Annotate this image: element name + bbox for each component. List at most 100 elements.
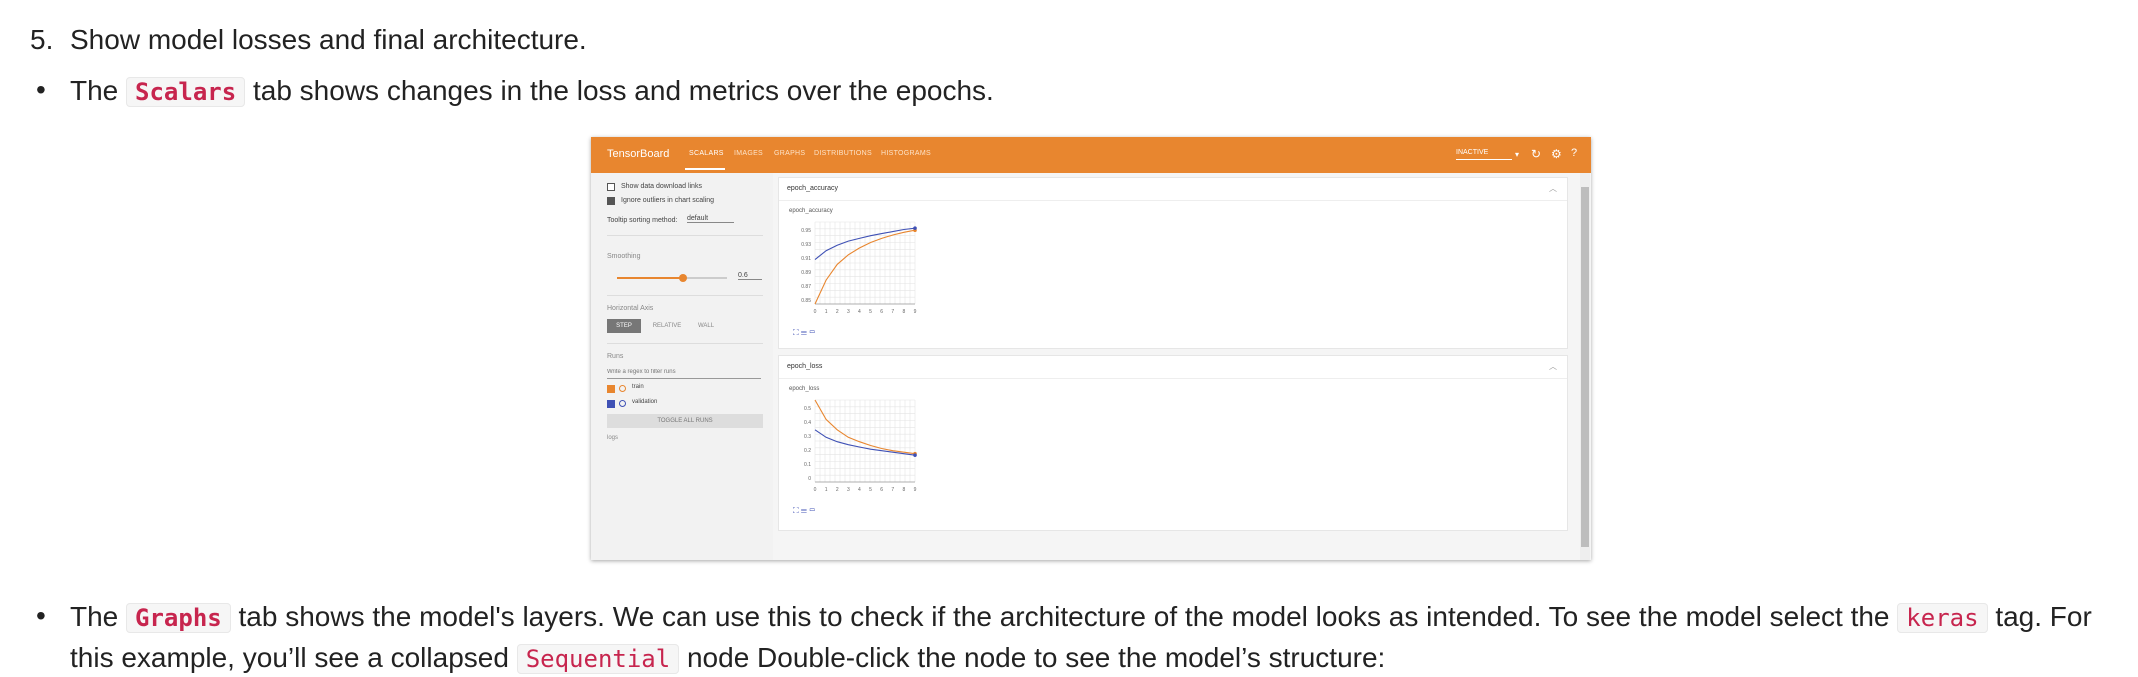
- accuracy-chart-title: epoch_accuracy: [789, 208, 833, 214]
- bullet-graphs-line2: this example, you’ll see a collapsed Seq…: [70, 640, 1385, 677]
- chart-tools-icons[interactable]: ⛶ ☰ ▭: [793, 506, 816, 515]
- axis-wall-button[interactable]: WALL: [697, 323, 715, 329]
- loss-card-title: epoch_loss: [787, 363, 823, 370]
- runs-filter-input[interactable]: [607, 366, 761, 379]
- tensorboard-main: epoch_accuracy ︿ epoch_accuracy 0.95 0.93…: [778, 173, 1576, 560]
- active-tab-indicator: [685, 168, 725, 170]
- run-validation-checkbox[interactable]: [607, 400, 615, 408]
- tab-distributions[interactable]: DISTRIBUTIONS: [814, 150, 872, 157]
- tooltip-sorting-select[interactable]: default: [687, 215, 735, 223]
- y-tick-label: 0.4: [804, 420, 811, 426]
- run-status-dropdown[interactable]: INACTIVE: [1456, 149, 1489, 156]
- accuracy-card-header[interactable]: epoch_accuracy ︿: [779, 178, 1567, 201]
- tensorboard-sidebar: Show data download links Ignore outliers…: [591, 173, 773, 560]
- x-tick-label: 0: [814, 309, 817, 315]
- run-train-checkbox[interactable]: [607, 385, 615, 393]
- x-tick-label: 8: [902, 309, 905, 315]
- y-tick-label: 0.93: [801, 242, 811, 248]
- horizontal-axis-label: Horizontal Axis: [607, 305, 654, 312]
- chart-tools-icons[interactable]: ⛶ ☰ ▭: [793, 328, 816, 337]
- bullet-graphs-mid: tab shows the model's layers. We can use…: [238, 601, 1890, 632]
- smoothing-label: Smoothing: [607, 253, 641, 260]
- series-line-validation: [814, 429, 916, 456]
- bullet-graphs-line2-post: node Double-click the node to see the mo…: [686, 642, 1386, 673]
- loss-card: epoch_loss ︿ epoch_loss 0.5 0.4 0.3 0.2 0.1 0…: [778, 355, 1568, 531]
- logdir-label: logs: [607, 435, 619, 441]
- x-tick-label: 3: [847, 309, 850, 315]
- y-tick-label: 0.1: [804, 462, 811, 468]
- x-tick-label: 2: [836, 309, 839, 315]
- x-tick-label: 6: [880, 487, 883, 493]
- y-tick-label: 0.89: [801, 270, 811, 276]
- x-tick-label: 2: [836, 487, 839, 493]
- series-endpoint-validation: [913, 453, 917, 457]
- loss-card-header[interactable]: epoch_loss ︿: [779, 356, 1567, 379]
- refresh-icon[interactable]: ↻: [1531, 147, 1542, 161]
- bullet-graphs-post: tag. For: [1995, 601, 2092, 632]
- y-tick-label: 0.5: [804, 406, 811, 412]
- bullet-graphs-line1: The Graphs tab shows the model's layers.…: [70, 599, 2092, 636]
- y-tick-label: 0.91: [801, 256, 811, 262]
- x-tick-label: 1: [825, 487, 828, 493]
- bullet-scalars-post: tab shows changes in the loss and metric…: [252, 75, 994, 106]
- divider: [607, 295, 763, 296]
- bullet-scalars-pre: The: [70, 75, 119, 106]
- tooltip-sorting-label: Tooltip sorting method:: [607, 217, 678, 224]
- y-tick-label: 0.3: [804, 434, 811, 440]
- run-validation-color-icon[interactable]: [619, 400, 626, 407]
- ignore-outliers-checkbox[interactable]: [607, 197, 615, 205]
- show-download-checkbox[interactable]: [607, 183, 615, 191]
- tab-scalars[interactable]: SCALARS: [689, 150, 724, 157]
- y-tick-label: 0.85: [801, 298, 811, 304]
- bullet-graphs-line2-pre: this example, you’ll see a collapsed: [70, 642, 509, 673]
- scrollbar-thumb[interactable]: [1581, 187, 1589, 547]
- tab-images[interactable]: IMAGES: [734, 150, 764, 157]
- series-endpoint-validation: [913, 226, 917, 230]
- axis-relative-button[interactable]: RELATIVE: [652, 323, 682, 329]
- accuracy-chart: 0.95 0.93 0.91 0.89 0.87 0.850 1 2 3 4 5 6 7 8 9: [801, 221, 917, 315]
- smoothing-value-input[interactable]: 0.6: [738, 272, 762, 280]
- x-tick-label: 5: [869, 487, 872, 493]
- dropdown-caret-icon[interactable]: ▾: [1515, 150, 1520, 159]
- x-tick-label: 0: [814, 487, 817, 493]
- bullet-scalars: The Scalars tab shows changes in the los…: [70, 73, 994, 110]
- tab-histograms[interactable]: HISTOGRAMS: [881, 150, 931, 157]
- x-tick-label: 1: [825, 309, 828, 315]
- step-number: 5.: [30, 24, 54, 55]
- smoothing-slider[interactable]: [617, 274, 727, 282]
- x-tick-label: 3: [847, 487, 850, 493]
- code-keras: keras: [1897, 603, 1988, 633]
- x-tick-label: 8: [902, 487, 905, 493]
- settings-icon[interactable]: ⚙: [1551, 147, 1562, 161]
- smoothing-slider-knob[interactable]: [679, 274, 687, 282]
- ignore-outliers-label: Ignore outliers in chart scaling: [621, 197, 714, 204]
- x-tick-label: 9: [914, 487, 917, 493]
- run-train-label: train: [632, 384, 644, 390]
- x-tick-label: 6: [880, 309, 883, 315]
- x-tick-label: 4: [858, 309, 861, 315]
- code-sequential: Sequential: [516, 644, 680, 674]
- series-line-train: [814, 229, 916, 305]
- toggle-all-runs-button[interactable]: TOGGLE ALL RUNS: [607, 414, 763, 428]
- show-download-label: Show data download links: [621, 183, 702, 190]
- x-tick-label: 5: [869, 309, 872, 315]
- help-icon[interactable]: ?: [1571, 147, 1578, 159]
- y-tick-label: 0.95: [801, 228, 811, 234]
- x-tick-label: 7: [891, 309, 894, 315]
- series-line-train: [814, 399, 916, 455]
- tab-graphs[interactable]: GRAPHS: [774, 150, 806, 157]
- divider: [607, 235, 763, 236]
- collapse-chevron-icon[interactable]: ︿: [1549, 184, 1557, 193]
- code-scalars: Scalars: [126, 77, 246, 107]
- y-tick-label: 0.2: [804, 448, 811, 454]
- bullet-graphs-pre: The: [70, 601, 119, 632]
- collapse-chevron-icon[interactable]: ︿: [1549, 362, 1557, 371]
- x-tick-label: 7: [891, 487, 894, 493]
- tensorboard-screenshot: TensorBoard SCALARS IMAGES GRAPHS DISTRI…: [591, 137, 1591, 560]
- step-item: 5. Show model losses and final architect…: [30, 22, 587, 58]
- run-train-color-icon[interactable]: [619, 385, 626, 392]
- x-tick-label: 9: [914, 309, 917, 315]
- scrollbar[interactable]: [1580, 173, 1590, 560]
- run-validation-label: validation: [632, 399, 658, 405]
- axis-step-button[interactable]: STEP: [607, 319, 641, 333]
